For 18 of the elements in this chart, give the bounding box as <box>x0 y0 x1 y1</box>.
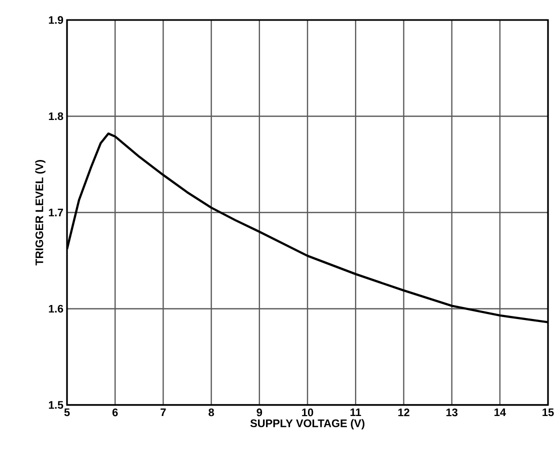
y-tick-label: 1.9 <box>48 16 64 24</box>
x-axis-title: SUPPLY VOLTAGE (V) <box>250 419 364 430</box>
y-axis-title: TRIGGER LEVEL (V) <box>35 160 46 266</box>
x-tick-label: 12 <box>398 408 410 416</box>
y-tick-label: 1.6 <box>48 304 64 313</box>
x-tick-label: 9 <box>256 408 262 416</box>
x-tick-label: 13 <box>446 408 458 416</box>
y-tick-label: 1.8 <box>48 112 64 120</box>
y-tick-label: 1.5 <box>48 401 64 409</box>
x-tick-label: 7 <box>160 408 166 416</box>
x-tick-label: 8 <box>208 408 214 416</box>
x-tick-label: 15 <box>542 408 554 416</box>
y-tick-label: 1.7 <box>48 208 64 216</box>
x-tick-label: 14 <box>494 408 506 416</box>
x-tick-label: 6 <box>112 408 118 416</box>
x-tick-label: 11 <box>350 408 362 416</box>
x-tick-label: 10 <box>302 408 314 416</box>
x-tick-label: 5 <box>64 408 70 416</box>
